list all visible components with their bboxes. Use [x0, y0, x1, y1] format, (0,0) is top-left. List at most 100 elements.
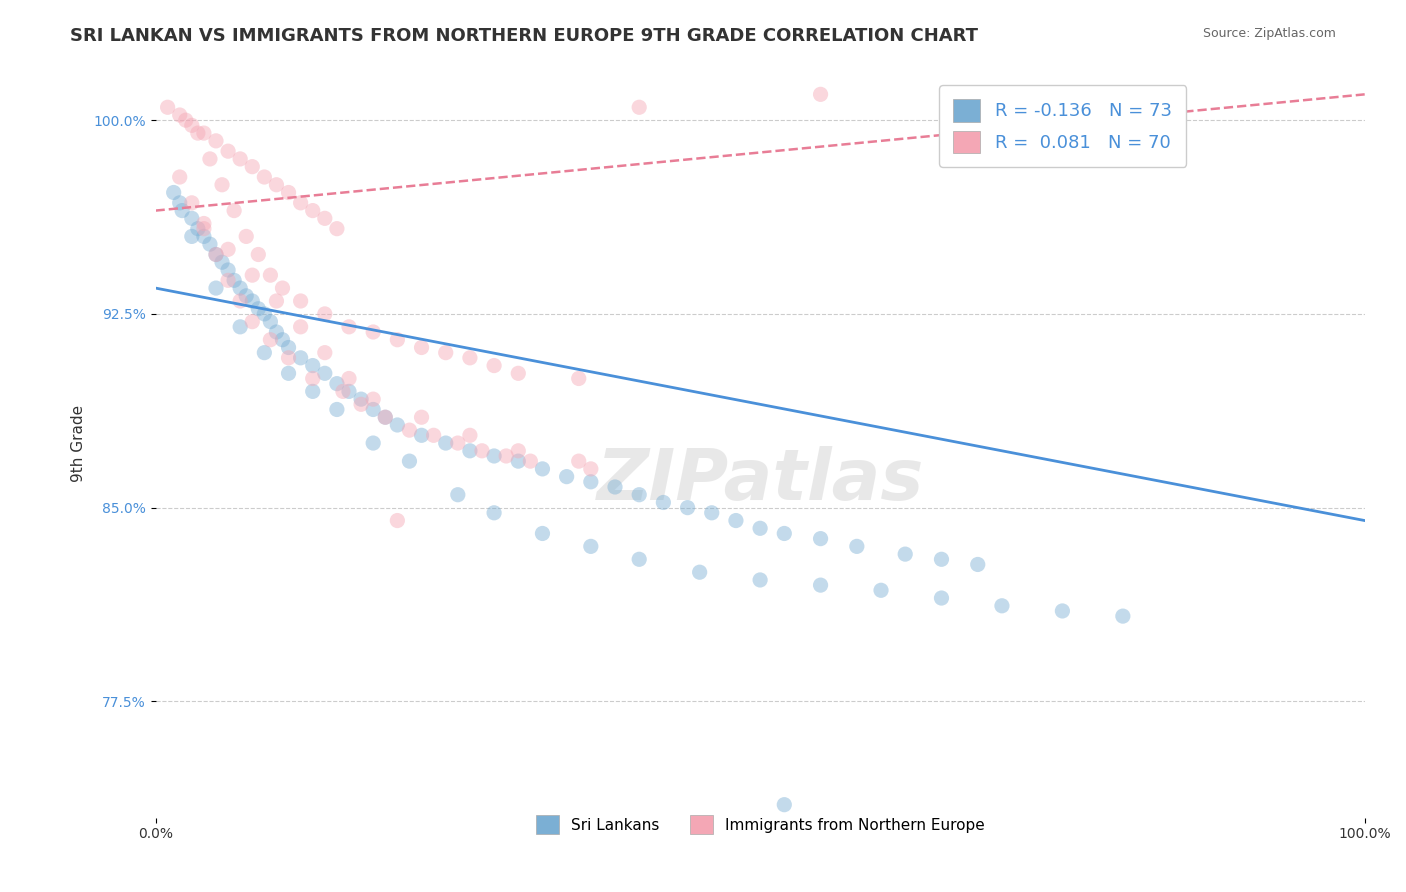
Point — [966, 558, 988, 572]
Point — [240, 293, 263, 308]
Point — [482, 449, 505, 463]
Point — [217, 273, 239, 287]
Point — [229, 281, 252, 295]
Point — [773, 526, 796, 541]
Point — [240, 268, 263, 282]
Point — [253, 345, 276, 359]
Point — [374, 410, 396, 425]
Point — [458, 428, 481, 442]
Point — [568, 454, 591, 468]
Point — [411, 341, 433, 355]
Point — [531, 462, 554, 476]
Point — [991, 599, 1014, 613]
Point — [253, 169, 276, 184]
Point — [266, 293, 288, 308]
Point — [314, 211, 336, 226]
Point — [266, 325, 288, 339]
Point — [290, 319, 312, 334]
Point — [387, 333, 409, 347]
Point — [301, 359, 323, 373]
Point — [603, 480, 626, 494]
Point — [628, 552, 651, 566]
Point — [314, 345, 336, 359]
Legend: Sri Lankans, Immigrants from Northern Europe: Sri Lankans, Immigrants from Northern Eu… — [530, 809, 991, 840]
Point — [350, 397, 373, 411]
Point — [229, 152, 252, 166]
Point — [482, 506, 505, 520]
Point — [628, 488, 651, 502]
Point — [271, 281, 294, 295]
Point — [156, 100, 179, 114]
Point — [508, 454, 530, 468]
Point — [211, 255, 233, 269]
Point — [217, 144, 239, 158]
Point — [422, 428, 444, 442]
Point — [458, 351, 481, 365]
Point — [301, 371, 323, 385]
Point — [180, 211, 202, 226]
Point — [198, 152, 221, 166]
Point — [810, 87, 832, 102]
Point — [531, 526, 554, 541]
Text: SRI LANKAN VS IMMIGRANTS FROM NORTHERN EUROPE 9TH GRADE CORRELATION CHART: SRI LANKAN VS IMMIGRANTS FROM NORTHERN E… — [70, 27, 979, 45]
Point — [187, 126, 209, 140]
Point — [931, 552, 953, 566]
Point — [326, 402, 349, 417]
Point — [471, 443, 494, 458]
Point — [217, 263, 239, 277]
Point — [180, 195, 202, 210]
Point — [652, 495, 675, 509]
Point — [224, 273, 246, 287]
Point — [314, 367, 336, 381]
Point — [749, 573, 772, 587]
Point — [193, 217, 215, 231]
Point — [266, 178, 288, 192]
Point — [290, 293, 312, 308]
Point — [361, 436, 384, 450]
Point — [845, 540, 868, 554]
Y-axis label: 9th Grade: 9th Grade — [72, 404, 86, 482]
Point — [332, 384, 354, 399]
Point — [169, 108, 191, 122]
Point — [326, 221, 349, 235]
Point — [810, 578, 832, 592]
Point — [508, 367, 530, 381]
Point — [253, 307, 276, 321]
Point — [277, 341, 299, 355]
Point — [749, 521, 772, 535]
Point — [628, 100, 651, 114]
Point — [361, 392, 384, 406]
Point — [301, 203, 323, 218]
Point — [337, 371, 360, 385]
Point — [350, 392, 373, 406]
Point — [277, 186, 299, 200]
Point — [205, 247, 228, 261]
Point — [458, 443, 481, 458]
Point — [810, 532, 832, 546]
Point — [568, 371, 591, 385]
Text: ZIPatlas: ZIPatlas — [596, 446, 924, 515]
Point — [495, 449, 517, 463]
Point — [434, 436, 457, 450]
Point — [187, 221, 209, 235]
Point — [193, 126, 215, 140]
Point — [411, 410, 433, 425]
Point — [205, 134, 228, 148]
Point — [314, 307, 336, 321]
Point — [374, 410, 396, 425]
Point — [434, 345, 457, 359]
Point — [894, 547, 917, 561]
Point — [205, 247, 228, 261]
Point — [1052, 604, 1074, 618]
Point — [398, 423, 420, 437]
Point — [193, 229, 215, 244]
Point — [240, 160, 263, 174]
Point — [247, 301, 270, 316]
Point — [579, 462, 602, 476]
Point — [259, 315, 281, 329]
Point — [259, 268, 281, 282]
Point — [180, 229, 202, 244]
Point — [211, 178, 233, 192]
Point — [387, 514, 409, 528]
Point — [579, 540, 602, 554]
